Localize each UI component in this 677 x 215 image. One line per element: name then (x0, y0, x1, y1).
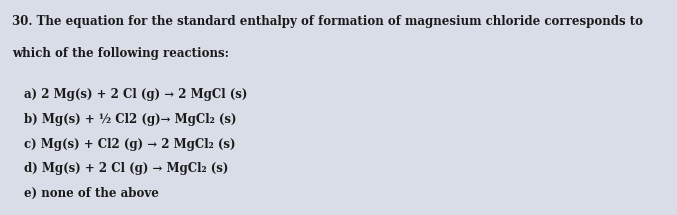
Text: c) Mg(s) + Cl2 (g) → 2 MgCl₂ (s): c) Mg(s) + Cl2 (g) → 2 MgCl₂ (s) (24, 138, 235, 150)
Text: e) none of the above: e) none of the above (24, 187, 158, 200)
Text: a) 2 Mg(s) + 2 Cl (g) → 2 MgCl (s): a) 2 Mg(s) + 2 Cl (g) → 2 MgCl (s) (24, 88, 247, 101)
Text: b) Mg(s) + ½ Cl2 (g)→ MgCl₂ (s): b) Mg(s) + ½ Cl2 (g)→ MgCl₂ (s) (24, 113, 236, 126)
Text: which of the following reactions:: which of the following reactions: (12, 47, 230, 60)
Text: 30. The equation for the standard enthalpy of formation of magnesium chloride co: 30. The equation for the standard enthal… (12, 15, 643, 28)
Text: d) Mg(s) + 2 Cl (g) → MgCl₂ (s): d) Mg(s) + 2 Cl (g) → MgCl₂ (s) (24, 162, 228, 175)
